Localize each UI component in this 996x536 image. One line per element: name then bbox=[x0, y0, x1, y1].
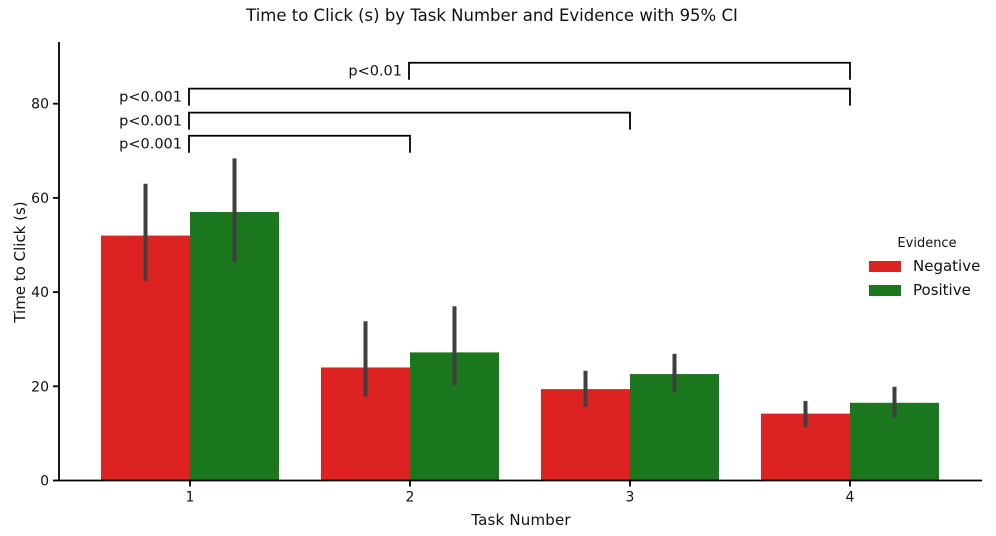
legend-label-positive: Positive bbox=[913, 281, 971, 299]
sig-bracket-1 bbox=[408, 61, 851, 80]
sig-bracket-label-1: p<0.01 bbox=[348, 64, 402, 80]
x-axis-label: Task Number bbox=[471, 511, 571, 529]
sig-bracket-3 bbox=[188, 111, 631, 130]
x-tick-label: 2 bbox=[406, 490, 415, 506]
sig-bracket-2 bbox=[188, 87, 851, 106]
sig-bracket-label-2: p<0.001 bbox=[119, 90, 182, 106]
legend-entry-negative: Negative bbox=[869, 257, 985, 275]
legend-entry-positive: Positive bbox=[869, 281, 985, 299]
legend-title: Evidence bbox=[897, 236, 957, 251]
legend: Evidence Negative Positive bbox=[869, 236, 985, 305]
y-tick-label: 40 bbox=[31, 285, 49, 301]
y-tick-label: 20 bbox=[31, 379, 49, 395]
y-tick-label: 0 bbox=[40, 474, 49, 490]
x-tick-label: 1 bbox=[186, 490, 195, 506]
x-tick-label: 3 bbox=[626, 490, 635, 506]
positive-swatch-icon bbox=[869, 284, 901, 296]
y-tick-label: 80 bbox=[31, 97, 49, 113]
negative-swatch-icon bbox=[869, 260, 901, 272]
y-tick-label: 60 bbox=[31, 191, 49, 207]
chart-title: Time to Click (s) by Task Number and Evi… bbox=[246, 6, 738, 25]
x-tick-label: 4 bbox=[846, 490, 855, 506]
sig-bracket-label-4: p<0.001 bbox=[119, 137, 182, 153]
y-axis-label: Time to Click (s) bbox=[11, 201, 29, 323]
legend-label-negative: Negative bbox=[913, 257, 981, 275]
sig-bracket-4 bbox=[188, 134, 411, 153]
sig-bracket-label-3: p<0.001 bbox=[119, 114, 182, 130]
